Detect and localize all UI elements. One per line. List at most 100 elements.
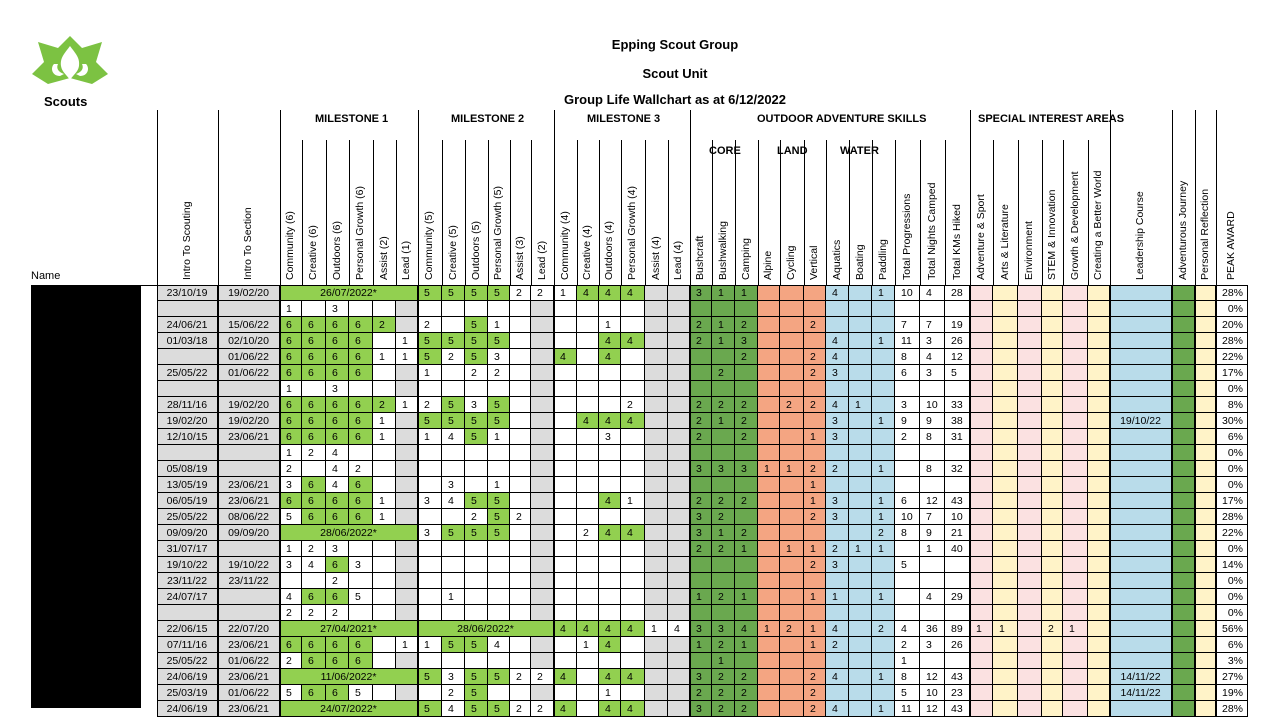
cell-r13-c24	[780, 493, 804, 509]
cell-r11-c16	[599, 461, 621, 477]
cell-r1-c27	[849, 301, 872, 317]
cell-r14-c24	[780, 509, 804, 525]
cell-r14-c16	[599, 509, 621, 525]
cell-r19-c30: 4	[920, 589, 945, 605]
cell-r21-c22: 4	[735, 621, 758, 637]
cell-r6-c13	[531, 381, 554, 397]
cell-r6-c21	[712, 381, 735, 397]
cell-r2-c2: 6	[280, 317, 302, 333]
cell-r18-c34	[1018, 573, 1042, 589]
cell-r1-c37	[1088, 301, 1110, 317]
cell-r16-c41: 0%	[1216, 541, 1248, 557]
grid-line	[510, 140, 511, 285]
cell-r1-c23	[758, 301, 780, 317]
cell-r22-c17	[621, 637, 645, 653]
cell-r7-c32	[970, 397, 993, 413]
cell-r13-c2: 6	[280, 493, 302, 509]
cell-r21-c39	[1172, 621, 1195, 637]
cell-r26-c19	[668, 701, 690, 717]
cell-r20-c35	[1042, 605, 1063, 621]
cell-r20-c5	[349, 605, 373, 621]
cell-r1-c9	[442, 301, 465, 317]
cell-r22-c14	[554, 637, 577, 653]
cell-r26-c32	[970, 701, 993, 717]
cell-r5-c18	[645, 365, 668, 381]
grid-line	[599, 140, 600, 285]
cell-r18-c7	[396, 573, 418, 589]
cell-r5-c21: 2	[712, 365, 735, 381]
cell-r8-c31: 38	[945, 413, 970, 429]
cell-r17-c13	[531, 557, 554, 573]
cell-r1-c33	[993, 301, 1018, 317]
cell-r9-c41: 6%	[1216, 429, 1248, 445]
cell-r2-c14	[554, 317, 577, 333]
cell-r19-c32	[970, 589, 993, 605]
cell-r4-c30: 4	[920, 349, 945, 365]
cell-r20-c19	[668, 605, 690, 621]
cell-r23-c7	[396, 653, 418, 669]
cell-r17-c39	[1172, 557, 1195, 573]
cell-r3-c20: 2	[690, 333, 712, 349]
cell-r17-c10	[465, 557, 488, 573]
cell-r5-c25: 2	[804, 365, 826, 381]
cell-r14-c31: 10	[945, 509, 970, 525]
cell-r6-c14	[554, 381, 577, 397]
cell-r20-c0	[157, 605, 218, 621]
cell-r7-c21: 2	[712, 397, 735, 413]
cell-r22-c34	[1018, 637, 1042, 653]
cell-r21-c38	[1110, 621, 1172, 637]
cell-r4-c36	[1063, 349, 1088, 365]
cell-r6-c2: 1	[280, 381, 302, 397]
cell-r18-c6	[373, 573, 396, 589]
cell-r2-c32	[970, 317, 993, 333]
cell-r13-c37	[1088, 493, 1110, 509]
cell-r7-c2: 6	[280, 397, 302, 413]
cell-r6-c27	[849, 381, 872, 397]
column-header: Community (4)	[558, 211, 571, 280]
cell-r26-c23	[758, 701, 780, 717]
cell-r23-c20	[690, 653, 712, 669]
cell-r23-c15	[577, 653, 599, 669]
cell-r21-c23: 1	[758, 621, 780, 637]
cell-r11-c15	[577, 461, 599, 477]
cell-r12-c40	[1195, 477, 1216, 493]
cell-r20-c40	[1195, 605, 1216, 621]
cell-r21-c18: 1	[645, 621, 668, 637]
cell-r5-c14	[554, 365, 577, 381]
cell-r5-c22	[735, 365, 758, 381]
cell-r4-c6: 1	[373, 349, 396, 365]
cell-r9-c6: 1	[373, 429, 396, 445]
cell-r23-c6	[373, 653, 396, 669]
cell-r25-c13	[531, 685, 554, 701]
cell-r10-c7	[396, 445, 418, 461]
cell-r5-c26: 3	[826, 365, 849, 381]
cell-r3-c2: 6	[280, 333, 302, 349]
cell-r7-c22: 2	[735, 397, 758, 413]
cell-r1-c36	[1063, 301, 1088, 317]
cell-r21-c21: 3	[712, 621, 735, 637]
cell-r12-c36	[1063, 477, 1088, 493]
cell-r9-c16: 3	[599, 429, 621, 445]
cell-r5-c24	[780, 365, 804, 381]
cell-r4-c7: 1	[396, 349, 418, 365]
cell-r7-c16	[599, 397, 621, 413]
cell-r12-c14	[554, 477, 577, 493]
cell-r11-c13	[531, 461, 554, 477]
cell-r15-c10: 5	[465, 525, 488, 541]
cell-r23-c30	[920, 653, 945, 669]
cell-r20-c23	[758, 605, 780, 621]
cell-r11-c40	[1195, 461, 1216, 477]
cell-r19-c27	[849, 589, 872, 605]
cell-r22-c8: 1	[418, 637, 442, 653]
cell-r17-c30	[920, 557, 945, 573]
cell-r23-c12	[510, 653, 531, 669]
cell-r24-c24	[780, 669, 804, 685]
cell-r16-c37	[1088, 541, 1110, 557]
cell-r20-c36	[1063, 605, 1088, 621]
cell-r10-c16	[599, 445, 621, 461]
column-header: Personal Growth (5)	[492, 186, 504, 280]
cell-r3-c23	[758, 333, 780, 349]
cell-r23-c34	[1018, 653, 1042, 669]
cell-r26-c41: 28%	[1216, 701, 1248, 717]
cell-r26-c31: 43	[945, 701, 970, 717]
